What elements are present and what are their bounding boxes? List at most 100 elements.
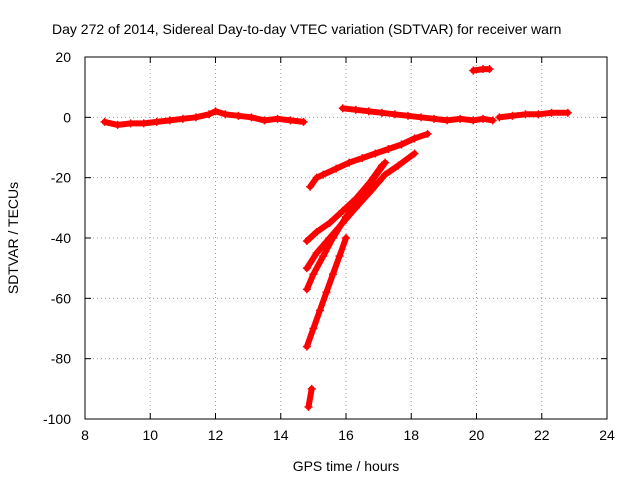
- data-layer: [100, 65, 572, 411]
- data-point: [508, 111, 517, 120]
- data-point: [368, 176, 377, 185]
- data-point: [394, 161, 403, 170]
- data-point: [495, 113, 504, 122]
- series-segment-3: [495, 108, 572, 122]
- data-point: [319, 170, 328, 179]
- data-point: [355, 194, 364, 203]
- data-point: [469, 66, 478, 75]
- data-point: [304, 402, 313, 411]
- data-point: [403, 111, 412, 120]
- data-point: [338, 104, 347, 113]
- data-point: [488, 116, 497, 125]
- data-point: [234, 111, 243, 120]
- y-tick-label: -100: [43, 411, 71, 427]
- data-point: [371, 149, 380, 158]
- data-point: [381, 158, 390, 167]
- series-segment-7: [302, 149, 419, 273]
- y-tick-label: 20: [55, 49, 71, 65]
- data-point: [312, 173, 321, 182]
- data-point: [342, 212, 350, 221]
- data-point: [302, 342, 311, 351]
- y-tick-label: -40: [51, 230, 71, 246]
- data-point: [260, 116, 269, 125]
- x-tick-label: 20: [469, 427, 485, 443]
- data-point: [397, 140, 406, 149]
- y-tick-label: -20: [51, 170, 71, 186]
- data-point: [302, 264, 311, 273]
- data-point: [384, 145, 393, 154]
- x-axis-title: GPS time / hours: [293, 458, 400, 474]
- data-point: [430, 114, 439, 123]
- data-point: [126, 119, 135, 128]
- data-point: [364, 107, 373, 116]
- data-point: [315, 306, 324, 315]
- data-point: [309, 324, 318, 333]
- data-point: [312, 249, 321, 258]
- series-segment-8: [302, 158, 390, 294]
- data-point: [302, 237, 311, 246]
- x-tick-label: 8: [81, 427, 89, 443]
- data-point: [247, 113, 256, 122]
- data-point: [273, 114, 282, 123]
- data-point: [152, 117, 161, 126]
- data-point: [368, 185, 377, 194]
- data-point: [139, 119, 148, 128]
- data-point: [423, 129, 432, 138]
- data-point: [286, 116, 295, 125]
- series-line: [303, 159, 389, 293]
- data-point: [443, 116, 452, 125]
- data-point: [469, 116, 478, 125]
- data-point: [390, 110, 399, 119]
- data-point: [307, 384, 316, 393]
- x-tick-label: 18: [403, 427, 419, 443]
- y-tick-label: -60: [51, 290, 71, 306]
- data-point: [325, 218, 334, 227]
- data-point: [338, 206, 347, 215]
- series-line: [339, 105, 496, 124]
- data-point: [345, 158, 354, 167]
- y-axis-title: SDTVAR / TECUs: [5, 182, 21, 294]
- data-point: [322, 288, 331, 297]
- data-point: [319, 252, 328, 261]
- data-point: [332, 164, 341, 173]
- data-point: [328, 234, 337, 242]
- data-point: [165, 116, 174, 125]
- data-point: [456, 114, 465, 123]
- data-point: [302, 285, 311, 294]
- tick-layer: 8 10 12 14 16 18 20 22 24 -100 -80 -60 -40 -20 0 20: [43, 49, 615, 443]
- y-tick-label: -80: [51, 351, 71, 367]
- x-tick-label: 16: [338, 427, 354, 443]
- x-tick-label: 22: [534, 427, 550, 443]
- chart-title: Day 272 of 2014, Sidereal Day-to-day VTE…: [52, 21, 561, 37]
- series-line: [496, 109, 571, 121]
- data-point: [534, 110, 543, 119]
- y-tick-label: 0: [63, 109, 71, 125]
- x-tick-label: 14: [273, 427, 289, 443]
- data-point: [351, 105, 360, 114]
- data-point: [100, 117, 109, 126]
- data-point: [381, 170, 390, 179]
- data-point: [485, 65, 494, 74]
- data-point: [328, 270, 337, 279]
- data-point: [563, 108, 572, 117]
- data-point: [113, 120, 122, 129]
- data-point: [410, 134, 419, 143]
- x-tick-label: 10: [142, 427, 158, 443]
- data-point: [358, 154, 367, 163]
- data-point: [211, 107, 220, 116]
- data-point: [221, 110, 230, 119]
- data-point: [312, 227, 321, 236]
- data-point: [547, 108, 556, 117]
- series-segment-2: [338, 104, 497, 125]
- series-segment-10: [304, 384, 316, 411]
- series-segment-4: [469, 65, 494, 75]
- data-point: [204, 110, 213, 119]
- x-tick-label: 24: [599, 427, 615, 443]
- data-point: [335, 252, 344, 261]
- data-point: [299, 117, 308, 126]
- series-segment-1: [100, 107, 308, 129]
- data-point: [410, 149, 419, 158]
- series-segment-5: [306, 129, 432, 191]
- data-point: [377, 108, 386, 117]
